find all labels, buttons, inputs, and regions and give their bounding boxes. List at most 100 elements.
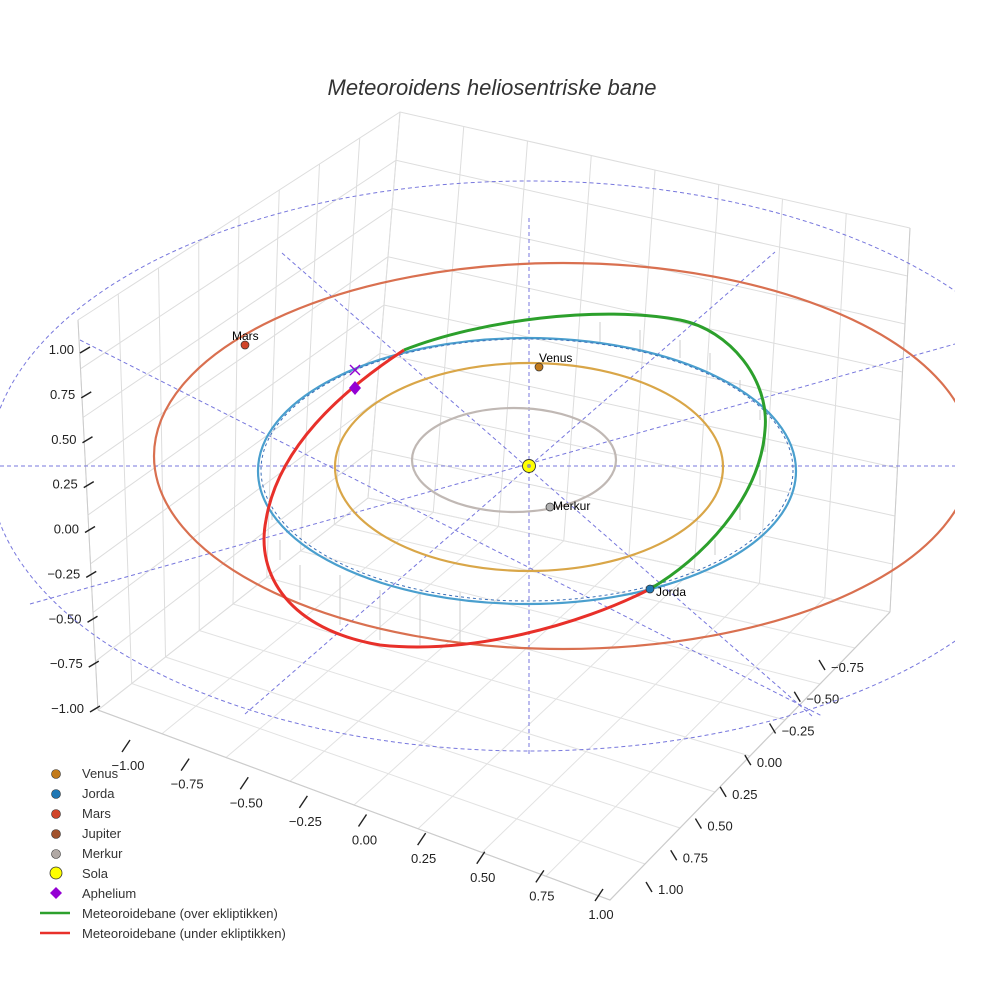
x-tick-mark xyxy=(357,814,368,827)
gridline xyxy=(82,207,906,418)
z-tick-label: 0.25 xyxy=(52,477,77,492)
legend-item-aphelium[interactable]: Aphelium xyxy=(38,883,286,903)
y-tick-label: 1.00 xyxy=(658,882,683,897)
x-tick-mark xyxy=(239,776,249,790)
body-marker-venus xyxy=(534,362,544,372)
aphelion-projection-x xyxy=(349,364,361,376)
gridline xyxy=(232,603,751,757)
legend: Venus Jorda Mars Jupiter Merkur Sola Aph… xyxy=(38,764,286,943)
legend-item-jorda[interactable]: Jorda xyxy=(38,784,286,804)
x-tick-mark xyxy=(298,795,308,809)
y-tick-mark xyxy=(768,723,777,734)
legend-item-merkur[interactable]: Merkur xyxy=(38,844,286,864)
gridline xyxy=(759,198,783,584)
gridline xyxy=(824,213,847,598)
legend-item-sola[interactable]: Sola xyxy=(38,863,286,883)
y-axis-ticks: 1.00 0.75 0.50 0.25 0.00 −0.25 −0.50 −0.75 xyxy=(645,659,864,897)
legend-dot-sola xyxy=(49,866,63,880)
legend-label-path-above: Meteoroidebane (over ekliptikken) xyxy=(82,905,278,921)
orbit-merkur xyxy=(410,406,618,514)
legend-item-path-above[interactable]: Meteoroidebane (over ekliptikken) xyxy=(38,903,286,923)
z-tick-mark xyxy=(80,391,92,399)
gridline xyxy=(333,137,361,525)
sun-core xyxy=(527,464,531,468)
gridline xyxy=(85,256,903,467)
y-tick-label: 0.50 xyxy=(707,819,732,834)
gridline xyxy=(300,163,320,552)
ecliptic-axis-line xyxy=(29,343,955,605)
box-edge xyxy=(77,319,99,711)
ecliptic-reference xyxy=(0,180,955,755)
legend-item-mars[interactable]: Mars xyxy=(38,804,286,824)
legend-line-path-above xyxy=(40,911,70,915)
legend-label-sola: Sola xyxy=(82,865,109,881)
y-tick-label: 0.00 xyxy=(757,755,782,770)
ecliptic-axis-line xyxy=(244,251,776,715)
body-marker-jorda xyxy=(645,584,655,594)
path-below-ecliptic xyxy=(262,348,651,649)
ecliptic-axis-line xyxy=(281,252,813,717)
gridline xyxy=(77,111,911,321)
y-tick-mark xyxy=(670,849,678,861)
y-tick-label: −0.50 xyxy=(806,692,839,707)
legend-item-path-below[interactable]: Meteoroidebane (under ekliptikken) xyxy=(38,923,286,943)
z-tick-label: −1.00 xyxy=(51,701,84,716)
x-tick-mark xyxy=(417,832,427,846)
x-tick-mark xyxy=(180,758,190,772)
legend-label-mars: Mars xyxy=(82,806,111,822)
z-tick-mark xyxy=(84,525,96,534)
legend-dot-jupiter xyxy=(51,828,61,839)
legend-label-merkur: Merkur xyxy=(82,846,123,861)
gridline xyxy=(95,449,893,662)
legend-dot-jorda xyxy=(51,789,61,799)
body-label-venus: Venus xyxy=(539,351,572,365)
bodies: Venus Jorda Mars Merkur xyxy=(232,329,686,599)
x-tick-label: 0.75 xyxy=(529,888,554,903)
x-tick-mark xyxy=(535,869,545,883)
gridline xyxy=(334,524,856,649)
planet-orbits xyxy=(153,261,955,651)
gridline xyxy=(300,550,821,685)
legend-label-venus: Venus xyxy=(82,766,119,782)
body-marker-merkur xyxy=(545,502,555,512)
y-tick-label: −0.75 xyxy=(831,660,864,675)
z-tick-label: −0.25 xyxy=(47,566,80,581)
axes-grid xyxy=(77,111,911,901)
body-label-jorda: Jorda xyxy=(656,585,686,599)
body-label-merkur: Merkur xyxy=(553,499,590,513)
gridline xyxy=(367,111,401,499)
x-tick-mark xyxy=(121,739,131,753)
z-tick-label: 0.75 xyxy=(50,387,75,402)
x-tick-label: 0.00 xyxy=(352,833,377,848)
y-tick-mark xyxy=(818,659,826,671)
legend-dot-mars xyxy=(51,808,61,819)
z-tick-mark xyxy=(85,570,97,578)
aphelion-marker xyxy=(349,381,361,395)
legend-line-path-below xyxy=(40,931,70,935)
z-axis-ticks: 1.00 0.75 0.50 0.25 0.00 −0.25 −0.50 −0.75 −1.00 xyxy=(47,342,101,716)
legend-label-jorda: Jorda xyxy=(82,786,115,802)
orbit-jorda xyxy=(256,336,798,606)
ecliptic-plane-outline xyxy=(0,180,955,752)
legend-diamond-aphelium xyxy=(50,887,62,900)
ecliptic-axis-line xyxy=(79,339,823,717)
z-tick-mark xyxy=(79,346,91,354)
legend-label-aphelium: Aphelium xyxy=(82,885,137,901)
z-tick-label: 0.00 xyxy=(54,522,79,537)
legend-dot-venus xyxy=(51,769,61,779)
meteoroid-path xyxy=(262,312,767,649)
x-tick-label: −1.00 xyxy=(112,758,145,773)
orbit-mars xyxy=(153,261,955,651)
orbit-venus xyxy=(333,361,725,573)
gridline xyxy=(481,583,760,853)
y-tick-label: −0.25 xyxy=(782,723,815,738)
x-tick-mark xyxy=(594,888,604,902)
box-edge xyxy=(889,227,911,613)
gridline xyxy=(90,352,898,565)
gridline xyxy=(693,184,720,570)
legend-item-venus[interactable]: Venus xyxy=(38,764,286,784)
z-tick-label: −0.75 xyxy=(50,656,83,671)
z-tick-mark xyxy=(83,481,95,489)
legend-item-jupiter[interactable]: Jupiter xyxy=(38,824,286,844)
